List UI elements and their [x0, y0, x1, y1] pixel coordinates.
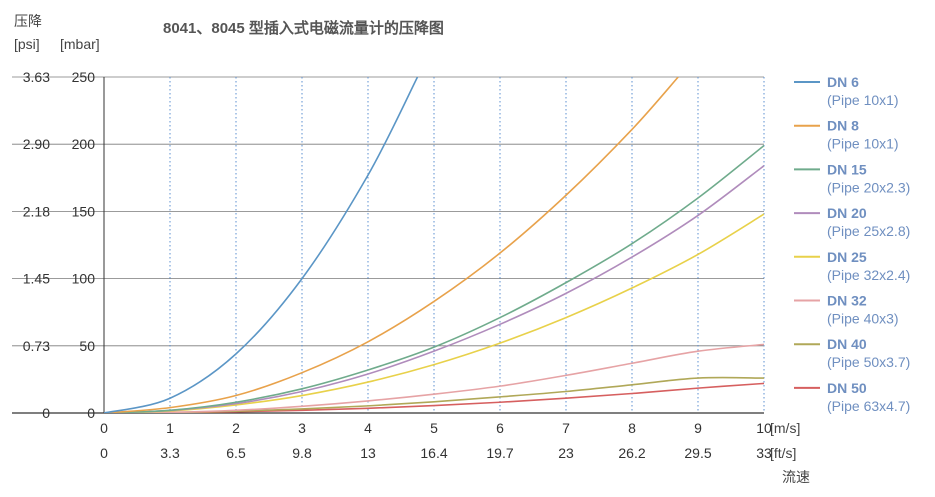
x-tick-label-ms: 1 [166, 420, 174, 436]
x-tick-label-ms: 10 [756, 420, 772, 436]
legend-sub-dn-20: (Pipe 25x2.8) [827, 223, 910, 239]
y-tick-label-mbar: 150 [72, 203, 96, 219]
y-tick-label-mbar: 100 [72, 271, 96, 287]
x-tick-label-ms: 2 [232, 420, 240, 436]
x-tick-label-fts: 33 [756, 445, 772, 461]
y-tick-label-mbar: 50 [79, 338, 95, 354]
x-tick-label-fts: 16.4 [420, 445, 447, 461]
x-tick-label-fts: 19.7 [486, 445, 513, 461]
chart-title: 8041、8045 型插入式电磁流量计的压降图 [163, 19, 444, 37]
x-unit-ms: [m/s] [770, 420, 800, 436]
x-tick-label-ms: 7 [562, 420, 570, 436]
legend-name-dn-32: DN 32 [827, 293, 867, 309]
legend-name-dn-25: DN 25 [827, 249, 867, 265]
legend-name-dn-20: DN 20 [827, 205, 867, 221]
series-line-dn-8 [104, 77, 679, 413]
grid [12, 76, 765, 413]
y-tick-label-psi: 0 [42, 405, 50, 421]
x-tick-label-fts: 23 [558, 445, 574, 461]
series-line-dn-20 [104, 165, 764, 413]
x-tick-label-fts: 9.8 [292, 445, 312, 461]
x-tick-label-fts: 26.2 [618, 445, 645, 461]
y-unit-mbar: [mbar] [60, 36, 100, 52]
y-tick-label-psi: 0.73 [23, 338, 50, 354]
y-tick-label-psi: 2.18 [23, 203, 50, 219]
x-tick-label-fts: 3.3 [160, 445, 180, 461]
series-line-dn-15 [104, 144, 764, 413]
legend-sub-dn-32: (Pipe 40x3) [827, 311, 899, 327]
x-unit-fts: [ft/s] [770, 445, 796, 461]
x-tick-label-ms: 6 [496, 420, 504, 436]
x-tick-label-ms: 9 [694, 420, 702, 436]
y-tick-label-mbar: 0 [87, 405, 95, 421]
y-tick-label-mbar: 250 [72, 69, 96, 85]
x-tick-label-ms: 3 [298, 420, 306, 436]
x-tick-label-ms: 4 [364, 420, 372, 436]
legend-name-dn-6: DN 6 [827, 74, 859, 90]
x-tick-label-ms: 0 [100, 420, 108, 436]
legend-sub-dn-25: (Pipe 32x2.4) [827, 267, 910, 283]
series-line-dn-25 [104, 213, 764, 413]
y-tick-label-psi: 2.90 [23, 136, 50, 152]
legend-name-dn-15: DN 15 [827, 161, 867, 177]
series-line-dn-6 [104, 77, 419, 413]
legend-name-dn-8: DN 8 [827, 118, 859, 134]
legend-sub-dn-40: (Pipe 50x3.7) [827, 354, 910, 370]
x-tick-label-ms: 8 [628, 420, 636, 436]
y-unit-psi: [psi] [14, 36, 40, 52]
x-tick-label-fts: 13 [360, 445, 376, 461]
x-tick-label-fts: 6.5 [226, 445, 246, 461]
legend-name-dn-40: DN 40 [827, 336, 867, 352]
x-axis-label: 流速 [782, 469, 810, 485]
legend-sub-dn-6: (Pipe 10x1) [827, 92, 899, 108]
series-line-dn-32 [104, 343, 764, 413]
legend: DN 6 (Pipe 10x1) DN 8 (Pipe 10x1) DN 15 (Pipe… [794, 74, 910, 414]
legend-name-dn-50: DN 50 [827, 380, 867, 396]
x-tick-label-fts: 0 [100, 445, 108, 461]
legend-sub-dn-50: (Pipe 63x4.7) [827, 398, 910, 414]
x-tick-label-fts: 29.5 [684, 445, 711, 461]
plot-area [104, 77, 764, 413]
y-tick-label-psi: 3.63 [23, 69, 50, 85]
legend-sub-dn-8: (Pipe 10x1) [827, 136, 899, 152]
y-axis-label: 压降 [14, 13, 42, 29]
legend-sub-dn-15: (Pipe 20x2.3) [827, 179, 910, 195]
y-tick-label-psi: 1.45 [23, 271, 50, 287]
x-tick-label-ms: 5 [430, 420, 438, 436]
y-tick-label-mbar: 200 [72, 136, 96, 152]
